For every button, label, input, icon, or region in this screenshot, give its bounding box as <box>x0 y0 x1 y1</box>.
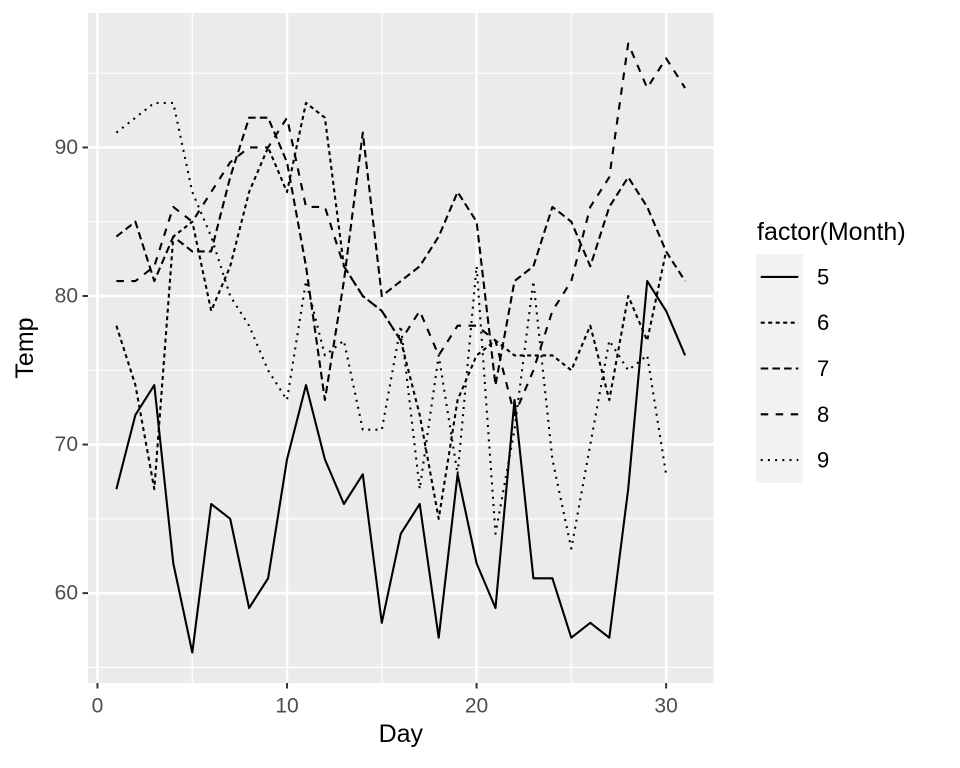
legend-label-7: 7 <box>817 356 829 381</box>
major-gridlines <box>88 13 714 683</box>
legend-label-6: 6 <box>817 310 829 335</box>
series-line-month-6 <box>115 101 668 520</box>
legend-key-9 <box>756 437 803 483</box>
axes: 0 10 20 30 60 70 80 90 <box>55 136 678 718</box>
legend-label-9: 9 <box>817 448 829 473</box>
x-tick-label-10: 10 <box>275 695 298 718</box>
series-line-month-8 <box>116 42 686 416</box>
legend-label-8: 8 <box>817 402 829 427</box>
y-tick-label-70: 70 <box>55 433 78 456</box>
x-axis-title: Day <box>379 720 424 748</box>
legend-label-5: 5 <box>817 264 829 289</box>
series-line-month-9 <box>115 101 668 550</box>
y-tick-label-80: 80 <box>55 285 78 308</box>
y-tick-label-90: 90 <box>55 136 78 159</box>
series-line-month-7 <box>115 116 686 402</box>
y-axis-title: Temp <box>11 317 39 378</box>
legend: factor(Month) 5 6 7 8 9 <box>756 218 906 483</box>
series-lines <box>115 42 687 654</box>
legend-keys: 5 6 7 8 9 <box>756 254 829 483</box>
series-line-month-5 <box>115 280 687 654</box>
x-tick-label-20: 20 <box>465 695 488 718</box>
y-tick-label-60: 60 <box>55 582 78 605</box>
x-tick-label-0: 0 <box>92 695 104 718</box>
legend-title: factor(Month) <box>757 218 906 246</box>
x-tick-label-30: 30 <box>654 695 677 718</box>
